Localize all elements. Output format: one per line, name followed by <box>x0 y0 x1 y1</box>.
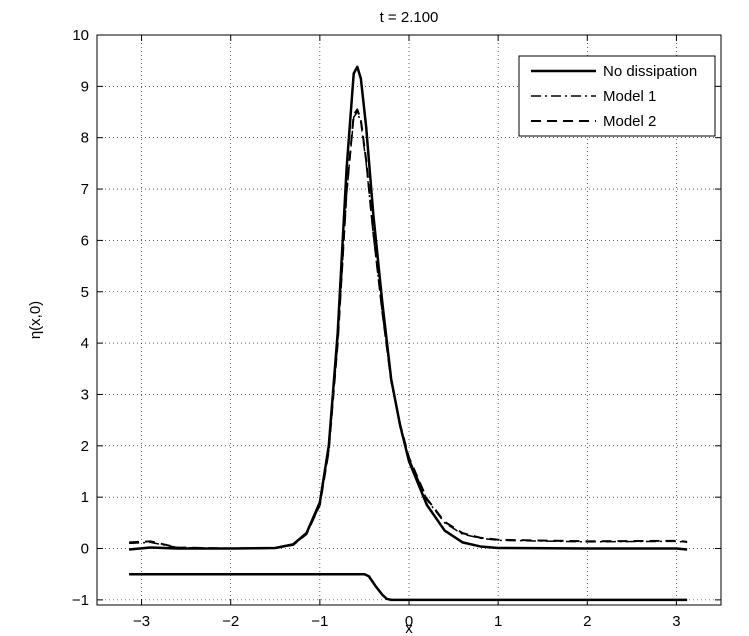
y-tick-label: 4 <box>81 335 89 352</box>
x-tick-label: −1 <box>311 613 328 630</box>
x-axis-label: x <box>405 620 413 636</box>
y-tick-label: 9 <box>81 78 89 95</box>
y-tick-labels: −1 0 1 2 3 4 5 6 7 8 9 10 <box>72 27 89 609</box>
y-tick-label: 6 <box>81 232 89 249</box>
y-tick-label: 3 <box>81 386 89 403</box>
y-tick-label: 1 <box>81 489 89 506</box>
y-tick-label: 5 <box>81 284 89 301</box>
y-tick-label: 10 <box>72 27 89 44</box>
x-tick-label: 3 <box>672 613 680 630</box>
series-bottom-profile <box>129 572 688 602</box>
legend-label-model-2: Model 2 <box>603 113 656 130</box>
axis-ticks <box>97 34 721 605</box>
legend-label-model-1: Model 1 <box>603 88 656 105</box>
y-axis-label: η(x,0) <box>27 301 44 339</box>
y-tick-label: 7 <box>81 181 89 198</box>
x-tick-label: 1 <box>494 613 502 630</box>
legend: No dissipation Model 1 Model 2 <box>518 55 716 137</box>
series-layer <box>128 65 688 602</box>
y-tick-label: 8 <box>81 130 89 147</box>
x-tick-labels: −3 −2 −1 0 1 2 3 <box>133 613 681 630</box>
chart-title: t = 2.100 <box>380 9 439 26</box>
series-model-2 <box>129 108 688 550</box>
y-tick-label: −1 <box>72 592 89 609</box>
x-tick-label: 0 <box>405 613 413 630</box>
legend-label-no-dissipation: No dissipation <box>603 63 697 80</box>
x-tick-label: −2 <box>222 613 239 630</box>
series-no-dissipation <box>128 65 688 551</box>
y-tick-label: 0 <box>81 541 89 558</box>
x-tick-label: 2 <box>583 613 591 630</box>
x-tick-label: −3 <box>133 613 150 630</box>
y-tick-label: 2 <box>81 438 89 455</box>
